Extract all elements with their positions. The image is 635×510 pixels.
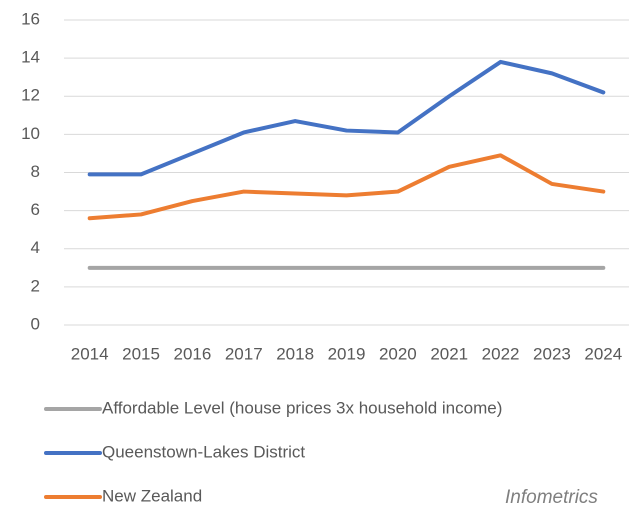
x-tick-label: 2017 bbox=[225, 344, 263, 363]
series-line bbox=[87, 153, 606, 221]
y-tick-label: 12 bbox=[21, 86, 40, 105]
legend-label: New Zealand bbox=[102, 486, 202, 505]
y-tick-label: 10 bbox=[21, 124, 40, 143]
x-tick-label: 2016 bbox=[173, 344, 211, 363]
y-tick-label: 2 bbox=[31, 276, 40, 295]
y-tick-label: 0 bbox=[31, 314, 40, 333]
y-tick-label: 4 bbox=[31, 238, 40, 257]
x-tick-label: 2018 bbox=[276, 344, 314, 363]
annotation: Infometrics bbox=[505, 487, 598, 508]
x-tick-label: 2019 bbox=[328, 344, 366, 363]
legend-label: Affordable Level (house prices 3x househ… bbox=[102, 398, 502, 417]
y-tick-label: 8 bbox=[31, 162, 40, 181]
x-tick-label: 2015 bbox=[122, 344, 160, 363]
y-tick-label: 16 bbox=[21, 9, 40, 28]
x-tick-label: 2023 bbox=[533, 344, 571, 363]
x-tick-label: 2022 bbox=[482, 344, 520, 363]
y-tick-label: 14 bbox=[21, 48, 40, 67]
x-tick-label: 2021 bbox=[430, 344, 468, 363]
y-tick-label: 6 bbox=[31, 200, 40, 219]
x-tick-label: 2024 bbox=[584, 344, 622, 363]
x-tick-label: 2020 bbox=[379, 344, 417, 363]
legend-label: Queenstown-Lakes District bbox=[102, 442, 305, 461]
series-line bbox=[87, 59, 606, 177]
x-tick-label: 2014 bbox=[71, 344, 109, 363]
